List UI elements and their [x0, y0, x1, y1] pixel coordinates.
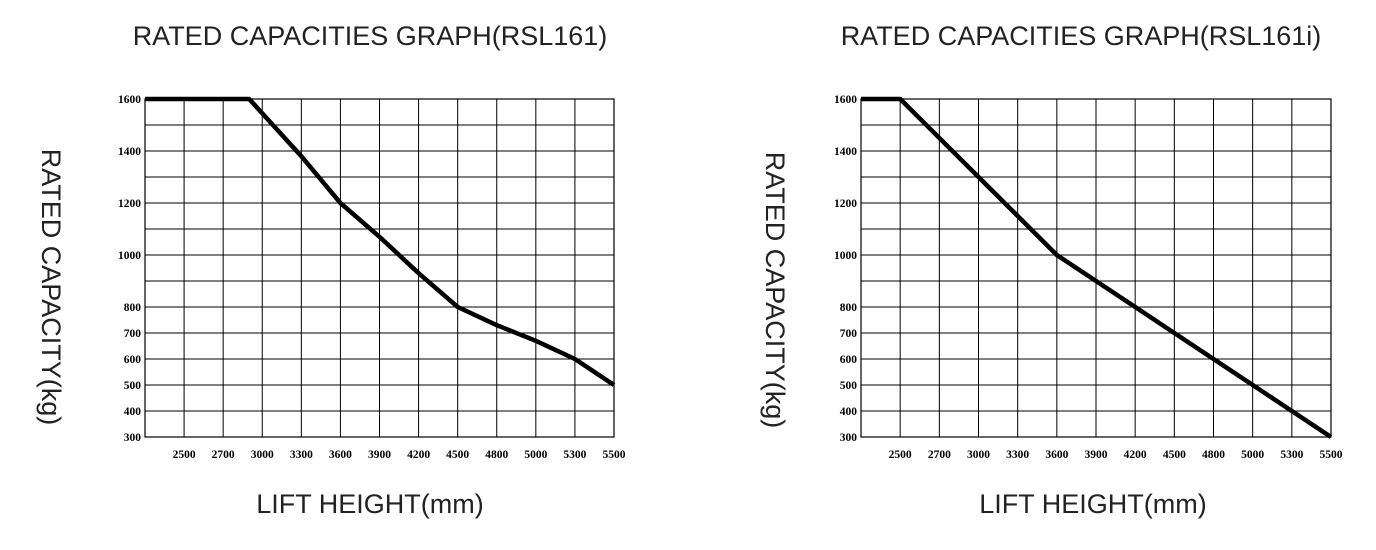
plot-frame: [144, 98, 615, 438]
y-tick-label: 600: [124, 354, 142, 366]
y-tick-label: 800: [124, 302, 142, 314]
x-tick-label: 3600: [1045, 449, 1068, 461]
y-tick-label: 400: [840, 406, 858, 418]
x-tick-label: 2700: [212, 449, 235, 461]
y-tick-label: 1600: [834, 94, 857, 106]
x-axis-label: LIFT HEIGHT(mm): [256, 489, 483, 519]
chart-title: RATED CAPACITIES GRAPH(RSL161): [133, 21, 608, 51]
chart-rsl161i: RATED CAPACITIES GRAPH(RSL161i) LIFT HEI…: [760, 21, 1343, 519]
y-axis-label: RATED CAPACITY(kg): [36, 149, 66, 426]
x-tick-label: 3900: [1085, 449, 1108, 461]
x-axis-label: LIFT HEIGHT(mm): [979, 489, 1206, 519]
y-tick-label: 1400: [834, 146, 857, 158]
y-tick-label: 600: [840, 354, 858, 366]
x-tick-label: 5300: [563, 449, 586, 461]
x-tick-label: 2500: [889, 449, 912, 461]
x-tick-label: 3600: [329, 449, 352, 461]
x-tick-label: 3900: [368, 449, 391, 461]
x-tick-label: 4800: [485, 449, 508, 461]
y-tick-label: 500: [124, 380, 142, 392]
y-tick-label: 300: [840, 432, 858, 444]
x-tick-label: 4500: [1163, 449, 1186, 461]
x-tick-label: 3000: [251, 449, 274, 461]
y-tick-label: 1600: [118, 94, 141, 106]
y-tick-label: 1000: [834, 250, 857, 262]
y-tick-label: 700: [840, 328, 858, 340]
x-tick-label: 4800: [1202, 449, 1225, 461]
plot-frame: [860, 98, 1332, 438]
x-tick-label: 3300: [1006, 449, 1029, 461]
chart-rsl161: RATED CAPACITIES GRAPH(RSL161) LIFT HEIG…: [36, 21, 626, 519]
x-tick-label: 2700: [928, 449, 951, 461]
y-tick-label: 1400: [118, 146, 141, 158]
x-tick-label: 5500: [603, 449, 626, 461]
x-tick-label: 3300: [290, 449, 313, 461]
x-tick-label: 4200: [1124, 449, 1147, 461]
x-tick-label: 4500: [446, 449, 469, 461]
y-tick-label: 300: [124, 432, 142, 444]
y-tick-label: 400: [124, 406, 142, 418]
y-tick-label: 1000: [118, 250, 141, 262]
x-tick-label: 5000: [1241, 449, 1264, 461]
x-tick-label: 5300: [1280, 449, 1303, 461]
x-tick-label: 2500: [173, 449, 196, 461]
x-tick-label: 5500: [1320, 449, 1343, 461]
chart-title: RATED CAPACITIES GRAPH(RSL161i): [841, 21, 1322, 51]
y-axis-label: RATED CAPACITY(kg): [760, 152, 790, 429]
y-tick-label: 800: [840, 302, 858, 314]
x-tick-label: 3000: [967, 449, 990, 461]
x-tick-label: 4200: [407, 449, 430, 461]
y-tick-label: 1200: [118, 198, 141, 210]
series-line: [861, 96, 1333, 439]
y-tick-label: 700: [124, 328, 142, 340]
plot-area: 2500 2700 3000 3300 3600 3900 4200 4500 4800 5000…: [118, 94, 626, 461]
y-tick-label: 1200: [834, 198, 857, 210]
x-tick-label: 5000: [524, 449, 547, 461]
series-line: [145, 96, 616, 387]
y-tick-label: 500: [840, 380, 858, 392]
plot-area: 2500 2700 3000 3300 3600 3900 4200 4500 4800 5000…: [834, 94, 1343, 461]
